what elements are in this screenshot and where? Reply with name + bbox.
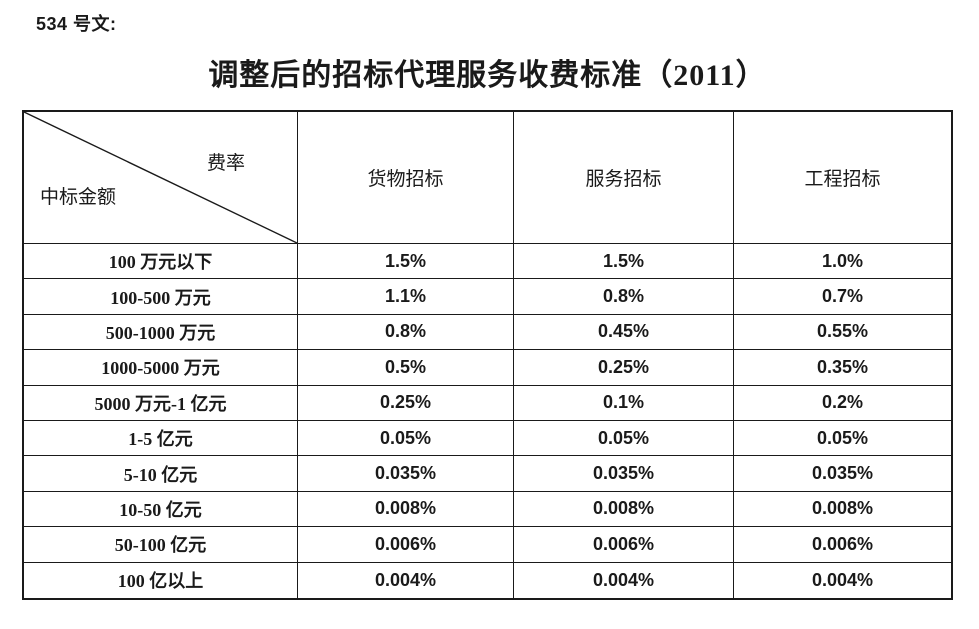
table-corner-cell: 费率 中标金额 [24,112,298,244]
rate-value: 0.7% [734,279,951,315]
rate-value: 0.004% [811,569,874,590]
column-header-engineering: 工程招标 [734,112,951,244]
row-label: 5-10 亿元 [24,456,298,492]
fee-rate-table: 费率 中标金额 货物招标 服务招标 工程招标 100 万元以下 1.5% 1.5… [22,110,953,600]
rate-value: 0.2% [734,386,951,421]
rate-value: 0.006% [734,527,951,563]
row-label: 5000 万元-1 亿元 [24,385,298,421]
rate-value: 0.035% [514,456,734,492]
rate-value: 0.1% [514,385,734,421]
row-label: 1-5 亿元 [24,421,298,457]
rate-value: 1.0% [734,244,951,280]
rate-value: 0.45% [514,314,734,351]
corner-label-bid-amount: 中标金额 [40,187,117,208]
column-header-goods: 货物招标 [298,112,514,244]
rate-value: 0.25% [298,385,514,421]
row-label: 10-50 亿元 [24,491,298,528]
corner-label-fee-rate: 费率 [206,153,245,174]
rate-value: 0.35% [734,350,951,386]
rate-value: 0.035% [734,456,951,492]
row-label: 100-500 万元 [24,279,298,315]
column-header-services: 服务招标 [514,112,734,244]
rate-value: 0.05% [514,421,734,457]
row-label: 100 万元以下 [24,244,298,280]
rate-value: 1.5% [298,244,514,280]
rate-value: 0.55% [734,315,951,351]
row-label: 500-1000 万元 [24,314,298,351]
rate-value: 0.006% [514,527,734,563]
rate-value: 0.8% [514,279,734,315]
row-label: 50-100 亿元 [24,527,298,563]
rate-value: 0.006% [298,527,514,563]
rate-value: 0.05% [734,421,951,457]
rate-value: 0.008% [514,491,734,528]
rate-value: 0.05% [298,421,514,457]
row-label: 100 亿以上 [24,562,298,598]
page-title: 调整后的招标代理服务收费标准（2011） [208,59,767,92]
row-label: 1000-5000 万元 [24,350,298,386]
rate-value: 0.25% [514,350,734,386]
rate-value: 0.004% [298,562,514,598]
rate-value: 0.5% [298,350,514,386]
rate-value: 0.008% [298,491,514,528]
rate-value: 0.004% [514,562,734,598]
rate-value: 0.008% [734,492,951,528]
rate-value: 0.035% [298,456,514,492]
rate-value: 0.8% [298,314,514,351]
diagonal-divider-line [24,112,297,243]
rate-value: 1.1% [298,279,514,315]
rate-value: 1.5% [514,244,734,280]
doc-number: 534 号文: [36,14,117,34]
